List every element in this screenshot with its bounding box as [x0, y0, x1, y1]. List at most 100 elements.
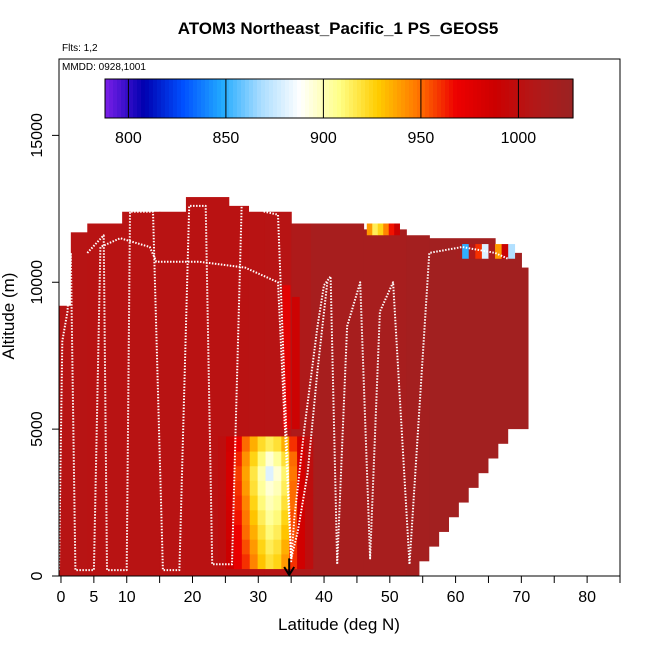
colorbar-swatch: [541, 79, 546, 118]
colorbar-swatch: [469, 79, 474, 118]
colorbar-swatch: [329, 79, 334, 118]
heatmap-cell: [273, 509, 282, 525]
heatmap-cell: [495, 244, 502, 259]
heatmap-cell: [218, 524, 227, 540]
colorbar-swatch: [485, 79, 490, 118]
heatmap-cell: [218, 451, 227, 467]
colorbar-swatch: [393, 79, 398, 118]
y-tick-label: 0: [29, 571, 46, 580]
curtain-segment: [70, 232, 88, 576]
colorbar-swatch: [465, 79, 470, 118]
colorbar-swatch: [505, 79, 510, 118]
colorbar-swatch: [381, 79, 386, 118]
colorbar-swatch: [493, 79, 498, 118]
colorbar-swatch: [369, 79, 374, 118]
colorbar-swatch: [173, 79, 178, 118]
colorbar-swatch: [413, 79, 418, 118]
heatmap-cell: [233, 480, 243, 496]
flight-track: [86, 199, 329, 572]
heatmap-cell: [226, 436, 235, 452]
heatmap-cell: [218, 480, 227, 496]
heatmap-cell: [257, 509, 266, 525]
heatmap-cell: [226, 553, 235, 570]
colorbar-tick-label: 800: [115, 130, 142, 147]
y-tick-label: 10000: [29, 260, 46, 305]
colorbar-swatch: [125, 79, 130, 118]
colorbar-swatch: [529, 79, 534, 118]
no-data-cutout: [478, 473, 490, 577]
heatmap-column-patch: [291, 296, 300, 430]
colorbar-swatch: [141, 79, 146, 118]
heatmap-cell: [249, 495, 259, 511]
heatmap-cell: [273, 480, 282, 496]
colorbar-swatch: [229, 79, 234, 118]
heatmap-cell: [273, 524, 282, 540]
heatmap-cell: [281, 539, 290, 555]
chart-title: ATOM3 Northeast_Pacific_1 PS_GEOS5: [178, 19, 499, 38]
plot-frame: [58, 58, 621, 577]
colorbar-swatch: [309, 79, 314, 118]
heatmap-cell: [233, 509, 243, 525]
heatmap-cell: [233, 524, 243, 540]
heatmap-cell: [218, 539, 227, 555]
colorbar-swatch: [313, 79, 318, 118]
colorbar-swatch: [361, 79, 366, 118]
colorbar-swatch: [245, 79, 250, 118]
colorbar-swatch: [233, 79, 238, 118]
heatmap-cell: [257, 436, 266, 452]
colorbar-swatch: [281, 79, 286, 118]
heatmap-cell: [265, 495, 274, 511]
x-tick-label: 70: [512, 589, 530, 606]
colorbar-swatch: [537, 79, 542, 118]
heatmap-cell: [226, 480, 235, 496]
heatmap-cell: [273, 539, 282, 555]
heatmap-cell: [218, 495, 227, 511]
no-data-cutout: [468, 487, 480, 577]
heatmap-cell: [273, 495, 282, 511]
heatmap-cell: [241, 465, 251, 481]
heatmap-cell: [249, 539, 259, 555]
colorbar-swatch: [513, 79, 518, 118]
colorbar-swatch: [373, 79, 378, 118]
heatmap-cell: [281, 509, 290, 525]
colorbar-swatch: [549, 79, 554, 118]
heatmap-cell: [455, 244, 463, 259]
colorbar-swatch: [285, 79, 290, 118]
heatmap-cell: [233, 539, 243, 555]
heatmap-cell: [265, 451, 274, 467]
colorbar-swatch: [417, 79, 422, 118]
colorbar-swatch: [301, 79, 306, 118]
heatmap-cell: [265, 509, 274, 525]
heatmap-cell: [372, 223, 379, 236]
colorbar-swatch: [405, 79, 410, 118]
colorbar-swatch: [497, 79, 502, 118]
heatmap-cell: [241, 509, 251, 525]
x-tick-label: 0: [57, 589, 66, 606]
colorbar-swatch: [365, 79, 370, 118]
x-tick-label: 80: [578, 589, 596, 606]
colorbar-swatch: [461, 79, 466, 118]
heatmap-cell: [273, 451, 282, 467]
heatmap-cell: [273, 465, 282, 481]
colorbar-swatch: [441, 79, 446, 118]
heatmap-cell: [289, 480, 298, 496]
no-data-cutout: [449, 517, 460, 577]
heatmap-cell: [257, 495, 266, 511]
heatmap-cell: [233, 436, 243, 452]
colorbar-swatch: [357, 79, 362, 118]
colorbar-swatch: [509, 79, 514, 118]
heatmap-cell: [289, 553, 298, 570]
colorbar-swatch: [397, 79, 402, 118]
no-data-cutout: [458, 502, 470, 577]
heatmap-cell: [257, 553, 266, 570]
colorbar-swatch: [197, 79, 202, 118]
heatmap-cell: [297, 465, 306, 481]
colorbar-swatch: [145, 79, 150, 118]
heatmap-cell: [304, 480, 314, 496]
heatmap-cell: [249, 524, 259, 540]
colorbar-swatch: [249, 79, 254, 118]
x-tick-label: 40: [315, 589, 333, 606]
heatmap-cell: [273, 436, 282, 452]
curtain-segment: [521, 267, 529, 576]
colorbar-swatch: [181, 79, 186, 118]
